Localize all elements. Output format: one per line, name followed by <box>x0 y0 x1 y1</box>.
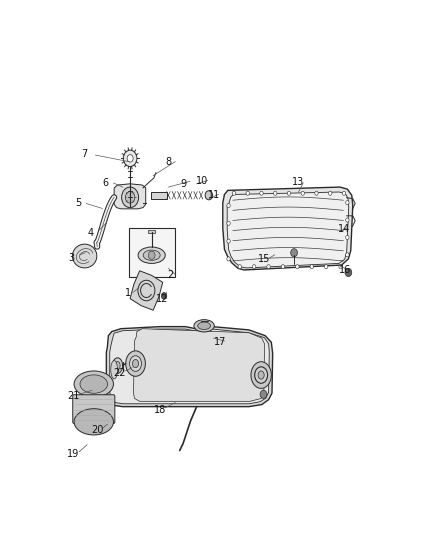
Circle shape <box>260 191 263 195</box>
Circle shape <box>111 196 116 201</box>
Circle shape <box>291 248 297 257</box>
Circle shape <box>252 265 256 269</box>
Circle shape <box>227 257 230 261</box>
Text: 8: 8 <box>166 157 172 167</box>
Circle shape <box>232 191 236 195</box>
Circle shape <box>227 204 230 207</box>
Ellipse shape <box>132 359 138 368</box>
Circle shape <box>267 265 270 269</box>
Text: 2: 2 <box>167 270 173 279</box>
Text: 13: 13 <box>292 177 304 187</box>
Ellipse shape <box>251 362 271 389</box>
Ellipse shape <box>143 250 160 260</box>
Circle shape <box>281 265 285 269</box>
Text: 17: 17 <box>214 337 226 347</box>
Polygon shape <box>134 329 265 401</box>
Text: 9: 9 <box>180 179 186 189</box>
Ellipse shape <box>74 409 113 435</box>
Circle shape <box>310 265 314 269</box>
Text: 12: 12 <box>155 294 168 304</box>
Ellipse shape <box>198 322 211 329</box>
Ellipse shape <box>130 356 141 372</box>
Polygon shape <box>114 184 146 209</box>
Circle shape <box>346 236 349 239</box>
Circle shape <box>227 221 230 225</box>
Ellipse shape <box>72 244 97 268</box>
Text: 19: 19 <box>67 449 80 459</box>
Text: 5: 5 <box>75 198 81 208</box>
Circle shape <box>122 187 138 207</box>
Circle shape <box>315 191 318 195</box>
FancyBboxPatch shape <box>73 395 115 424</box>
Circle shape <box>345 268 352 277</box>
Text: 6: 6 <box>102 178 108 188</box>
Circle shape <box>125 191 135 203</box>
Text: 18: 18 <box>154 405 166 415</box>
Text: 20: 20 <box>91 425 103 435</box>
Circle shape <box>339 265 342 269</box>
Circle shape <box>287 191 291 195</box>
Polygon shape <box>227 192 349 268</box>
Circle shape <box>161 293 167 299</box>
Text: 16: 16 <box>339 265 351 275</box>
Polygon shape <box>110 327 269 404</box>
Ellipse shape <box>113 358 123 374</box>
Circle shape <box>346 253 349 257</box>
Circle shape <box>227 239 230 243</box>
Text: 3: 3 <box>68 253 74 263</box>
Text: 4: 4 <box>87 229 93 238</box>
Text: 14: 14 <box>338 224 350 234</box>
Text: 22: 22 <box>114 368 126 377</box>
Circle shape <box>238 265 241 269</box>
Circle shape <box>346 218 349 222</box>
Circle shape <box>301 191 304 195</box>
Ellipse shape <box>194 320 214 332</box>
Polygon shape <box>106 325 273 407</box>
Text: 15: 15 <box>258 254 271 264</box>
Ellipse shape <box>111 360 117 379</box>
Circle shape <box>148 251 155 260</box>
Bar <box>152 192 167 199</box>
Circle shape <box>273 191 277 195</box>
Circle shape <box>342 191 346 195</box>
Polygon shape <box>223 187 353 270</box>
Circle shape <box>205 191 212 200</box>
Text: 10: 10 <box>196 176 208 186</box>
Text: 1: 1 <box>125 288 131 298</box>
Circle shape <box>260 390 267 399</box>
Ellipse shape <box>115 361 120 370</box>
Bar <box>148 230 155 233</box>
Ellipse shape <box>74 371 113 397</box>
Text: 21: 21 <box>67 391 80 401</box>
Circle shape <box>325 265 328 269</box>
Bar <box>129 228 175 277</box>
Ellipse shape <box>126 351 145 376</box>
Circle shape <box>296 265 299 269</box>
Circle shape <box>328 191 332 195</box>
Circle shape <box>246 191 249 195</box>
Ellipse shape <box>138 247 165 263</box>
Polygon shape <box>130 271 162 310</box>
Circle shape <box>127 155 133 162</box>
Circle shape <box>124 150 137 166</box>
Ellipse shape <box>80 375 108 393</box>
Text: 11: 11 <box>208 190 220 200</box>
Circle shape <box>346 200 349 205</box>
Text: 7: 7 <box>81 149 88 159</box>
Ellipse shape <box>254 367 268 383</box>
Ellipse shape <box>258 371 264 379</box>
